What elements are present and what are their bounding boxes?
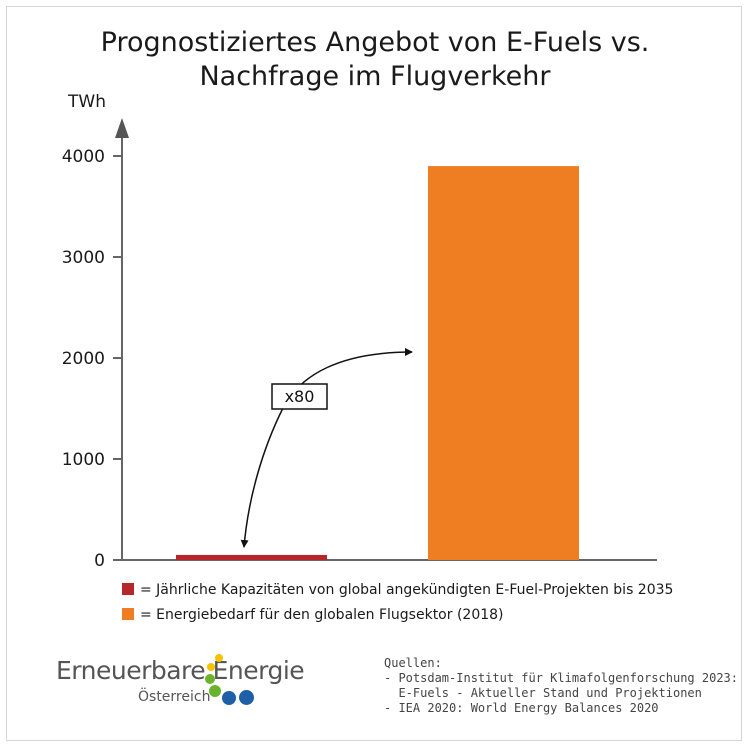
source-line-3: - IEA 2020: World Energy Balances 2020 bbox=[384, 701, 659, 715]
y-tick-label: 2000 bbox=[62, 349, 105, 369]
sources: Quellen: - Potsdam-Institut für Klimafolg… bbox=[384, 656, 738, 716]
logo-dot-icon bbox=[222, 691, 236, 705]
legend-item-supply: = Jährliche Kapazitäten von global angek… bbox=[122, 581, 673, 599]
y-tick-label: 1000 bbox=[62, 450, 105, 470]
annotation-box bbox=[271, 383, 328, 410]
y-axis-arrow-icon bbox=[115, 118, 129, 138]
logo-dot-icon bbox=[239, 690, 254, 705]
y-axis-label: TWh bbox=[67, 92, 106, 112]
legend-label-demand: = Energiebedarf für den globalen Flugsek… bbox=[140, 607, 504, 623]
sources-heading: Quellen: bbox=[384, 656, 442, 670]
logo-subtitle: Österreich bbox=[138, 689, 211, 705]
logo-dot-icon bbox=[207, 663, 215, 671]
source-line-1: - Potsdam-Institut für Klimafolgenforsch… bbox=[384, 671, 739, 685]
y-tick-label: 3000 bbox=[62, 248, 105, 268]
source-line-2: E-Fuels - Aktueller Stand und Projektion… bbox=[384, 686, 702, 700]
y-tick-label: 4000 bbox=[62, 147, 105, 167]
legend-swatch-demand bbox=[122, 608, 134, 620]
chart-frame bbox=[6, 6, 742, 741]
logo-dot-icon bbox=[215, 654, 223, 662]
logo-dot-icon bbox=[205, 674, 215, 684]
title-line-2: Nachfrage im Flugverkehr bbox=[199, 61, 551, 92]
bar-supply bbox=[176, 554, 327, 560]
bar-demand bbox=[428, 166, 579, 560]
legend-label-supply: = Jährliche Kapazitäten von global angek… bbox=[140, 582, 674, 598]
annotation-arrow-to-supply bbox=[240, 407, 284, 548]
chart-title: Prognostiziertes Angebot von E-Fuels vs.… bbox=[0, 26, 750, 94]
annotation-label: x80 bbox=[285, 387, 315, 406]
logo-dot-icon bbox=[209, 685, 221, 697]
title-line-1: Prognostiziertes Angebot von E-Fuels vs. bbox=[100, 27, 650, 58]
logo-wordmark: Erneuerbare Energie bbox=[56, 656, 305, 685]
legend-item-demand: = Energiebedarf für den globalen Flugsek… bbox=[122, 606, 504, 624]
y-tick-label: 0 bbox=[94, 551, 105, 571]
legend-swatch-supply bbox=[122, 583, 134, 595]
